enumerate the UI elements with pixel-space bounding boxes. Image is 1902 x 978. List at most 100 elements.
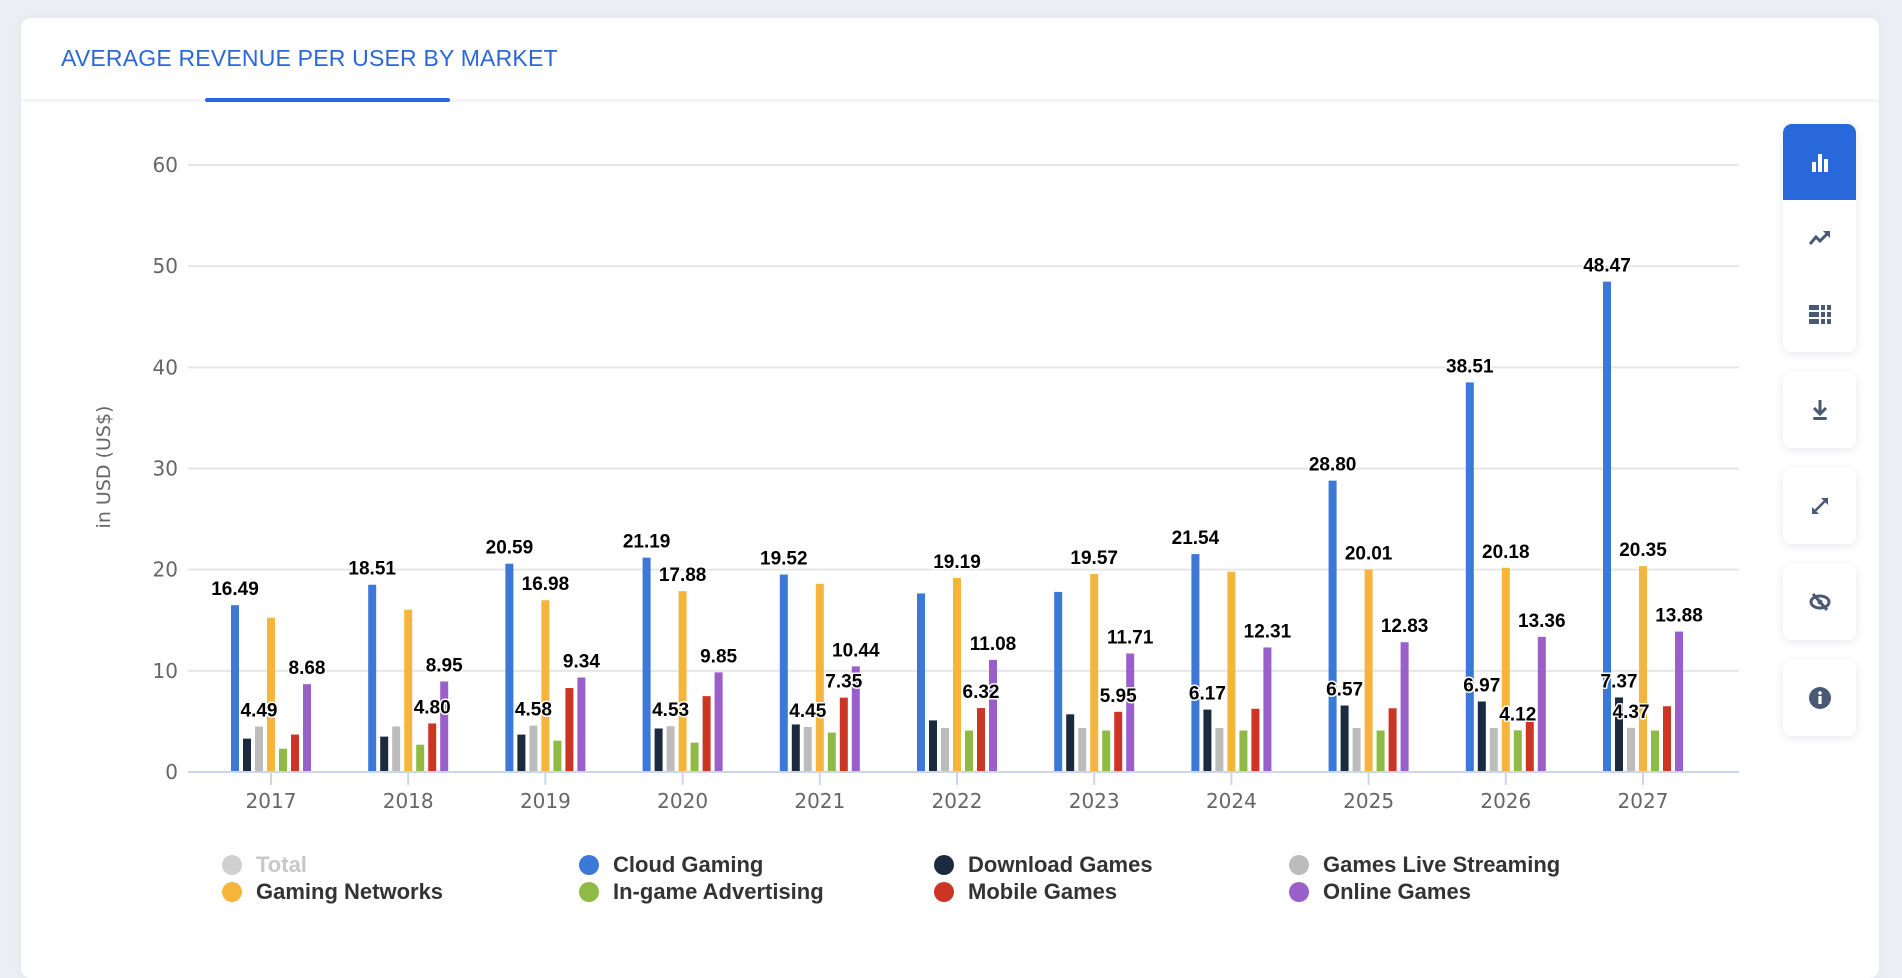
legend-item-in-game-advertising[interactable]: In-game Advertising bbox=[579, 879, 824, 905]
bar-in-game-advertising-2027[interactable] bbox=[1651, 730, 1659, 772]
bar-chart-button[interactable] bbox=[1783, 124, 1856, 200]
bar-cloud-gaming-2022[interactable] bbox=[917, 593, 925, 772]
eye-slash-icon bbox=[1809, 593, 1830, 611]
bar-cloud-gaming-2023[interactable] bbox=[1054, 591, 1063, 772]
bar-in-game-advertising-2020[interactable] bbox=[690, 742, 699, 772]
hide-button[interactable] bbox=[1783, 564, 1856, 640]
bar-cloud-gaming-2018[interactable] bbox=[368, 584, 377, 772]
bar-online-games-2023[interactable] bbox=[1126, 653, 1135, 772]
bar-gaming-networks-2026[interactable] bbox=[1501, 567, 1510, 772]
bar-cloud-gaming-2026[interactable] bbox=[1465, 382, 1474, 772]
bar-in-game-advertising-2019[interactable] bbox=[553, 740, 562, 772]
bar-games-live-streaming-2025[interactable] bbox=[1352, 727, 1361, 772]
bar-gaming-networks-2020[interactable] bbox=[678, 591, 687, 772]
bar-in-game-advertising-2024[interactable] bbox=[1239, 730, 1248, 772]
bar-online-games-2019[interactable] bbox=[577, 677, 586, 772]
line-chart-button[interactable] bbox=[1783, 200, 1856, 276]
legend-item-total[interactable]: Total bbox=[222, 852, 307, 878]
legend-item-gaming-networks[interactable]: Gaming Networks bbox=[222, 879, 443, 905]
bar-online-games-2026[interactable] bbox=[1537, 636, 1546, 772]
bar-in-game-advertising-2026[interactable] bbox=[1513, 730, 1522, 772]
chart-title-tab[interactable]: AVERAGE REVENUE PER USER BY MARKET bbox=[61, 45, 558, 71]
data-label: 13.88 bbox=[1655, 606, 1703, 627]
bar-cloud-gaming-2020[interactable] bbox=[642, 557, 651, 772]
bar-mobile-games-2022[interactable] bbox=[977, 708, 985, 772]
legend-dot-icon bbox=[222, 882, 242, 902]
bar-gaming-networks-2021[interactable] bbox=[815, 583, 824, 772]
bar-mobile-games-2025[interactable] bbox=[1388, 708, 1397, 772]
hide-toolbar bbox=[1783, 564, 1856, 640]
legend-item-mobile-games[interactable]: Mobile Games bbox=[934, 879, 1117, 905]
bar-games-live-streaming-2024[interactable] bbox=[1215, 727, 1224, 772]
bar-mobile-games-2018[interactable] bbox=[428, 723, 437, 772]
bar-in-game-advertising-2023[interactable] bbox=[1102, 730, 1111, 772]
bar-mobile-games-2019[interactable] bbox=[565, 688, 574, 772]
bar-cloud-gaming-2027[interactable] bbox=[1603, 281, 1611, 772]
bar-download-games-2019[interactable] bbox=[517, 734, 526, 772]
bar-gaming-networks-2024[interactable] bbox=[1227, 571, 1236, 772]
fullscreen-button[interactable] bbox=[1783, 468, 1856, 544]
bar-cloud-gaming-2024[interactable] bbox=[1191, 554, 1200, 772]
data-label: 11.71 bbox=[1107, 628, 1154, 649]
bar-download-games-2025[interactable] bbox=[1340, 705, 1349, 772]
bar-online-games-2020[interactable] bbox=[714, 672, 723, 772]
bar-games-live-streaming-2017[interactable] bbox=[255, 726, 263, 772]
info-button[interactable] bbox=[1783, 660, 1856, 736]
bar-online-games-2021[interactable] bbox=[851, 666, 860, 772]
data-label: 20.35 bbox=[1619, 540, 1667, 561]
bar-mobile-games-2017[interactable] bbox=[291, 734, 299, 772]
bar-mobile-games-2024[interactable] bbox=[1251, 708, 1260, 772]
bar-in-game-advertising-2018[interactable] bbox=[416, 744, 425, 772]
bar-download-games-2023[interactable] bbox=[1066, 714, 1075, 772]
bar-download-games-2020[interactable] bbox=[654, 728, 663, 772]
bar-games-live-streaming-2027[interactable] bbox=[1627, 727, 1635, 772]
bar-online-games-2017[interactable] bbox=[303, 684, 311, 772]
bar-gaming-networks-2018[interactable] bbox=[404, 609, 413, 772]
bar-online-games-2022[interactable] bbox=[989, 659, 997, 772]
bar-mobile-games-2020[interactable] bbox=[702, 696, 711, 772]
bar-download-games-2018[interactable] bbox=[380, 736, 389, 772]
bar-online-games-2024[interactable] bbox=[1263, 647, 1272, 772]
bar-download-games-2027[interactable] bbox=[1615, 697, 1623, 772]
bar-in-game-advertising-2017[interactable] bbox=[279, 748, 287, 772]
legend-item-cloud-gaming[interactable]: Cloud Gaming bbox=[579, 852, 763, 878]
bar-cloud-gaming-2017[interactable] bbox=[231, 605, 239, 772]
bar-games-live-streaming-2023[interactable] bbox=[1078, 727, 1087, 772]
bar-mobile-games-2026[interactable] bbox=[1525, 718, 1534, 772]
bar-games-live-streaming-2026[interactable] bbox=[1489, 727, 1498, 772]
bar-gaming-networks-2025[interactable] bbox=[1364, 569, 1373, 772]
bar-games-live-streaming-2019[interactable] bbox=[529, 725, 538, 772]
bar-online-games-2018[interactable] bbox=[440, 681, 449, 772]
bar-in-game-advertising-2022[interactable] bbox=[965, 730, 973, 772]
bar-download-games-2022[interactable] bbox=[929, 720, 937, 772]
bar-mobile-games-2021[interactable] bbox=[839, 697, 848, 772]
legend-item-download-games[interactable]: Download Games bbox=[934, 852, 1153, 878]
bar-gaming-networks-2027[interactable] bbox=[1639, 566, 1647, 772]
table-button[interactable] bbox=[1783, 276, 1856, 352]
bar-gaming-networks-2023[interactable] bbox=[1090, 574, 1099, 772]
x-tick-label: 2017 bbox=[246, 789, 297, 813]
bar-online-games-2025[interactable] bbox=[1400, 642, 1409, 772]
bar-gaming-networks-2017[interactable] bbox=[267, 617, 275, 772]
bar-in-game-advertising-2021[interactable] bbox=[827, 732, 836, 772]
bar-mobile-games-2027[interactable] bbox=[1663, 706, 1671, 772]
legend-item-online-games[interactable]: Online Games bbox=[1289, 879, 1471, 905]
bar-games-live-streaming-2018[interactable] bbox=[392, 726, 401, 772]
bar-download-games-2024[interactable] bbox=[1203, 709, 1212, 772]
bar-in-game-advertising-2025[interactable] bbox=[1376, 730, 1385, 772]
bar-download-games-2026[interactable] bbox=[1477, 701, 1486, 772]
bar-cloud-gaming-2021[interactable] bbox=[779, 574, 788, 772]
bar-gaming-networks-2022[interactable] bbox=[953, 577, 961, 772]
bar-online-games-2027[interactable] bbox=[1675, 631, 1683, 772]
bar-games-live-streaming-2020[interactable] bbox=[666, 726, 675, 772]
bar-games-live-streaming-2021[interactable] bbox=[803, 726, 812, 772]
bar-gaming-networks-2019[interactable] bbox=[541, 600, 550, 772]
bar-mobile-games-2023[interactable] bbox=[1114, 711, 1123, 772]
bar-cloud-gaming-2025[interactable] bbox=[1328, 480, 1337, 772]
bar-games-live-streaming-2022[interactable] bbox=[941, 727, 949, 772]
bar-cloud-gaming-2019[interactable] bbox=[505, 563, 514, 772]
bar-download-games-2017[interactable] bbox=[243, 738, 251, 772]
download-button[interactable] bbox=[1783, 372, 1856, 448]
legend-item-games-live-streaming[interactable]: Games Live Streaming bbox=[1289, 852, 1560, 878]
bar-download-games-2021[interactable] bbox=[791, 724, 800, 772]
